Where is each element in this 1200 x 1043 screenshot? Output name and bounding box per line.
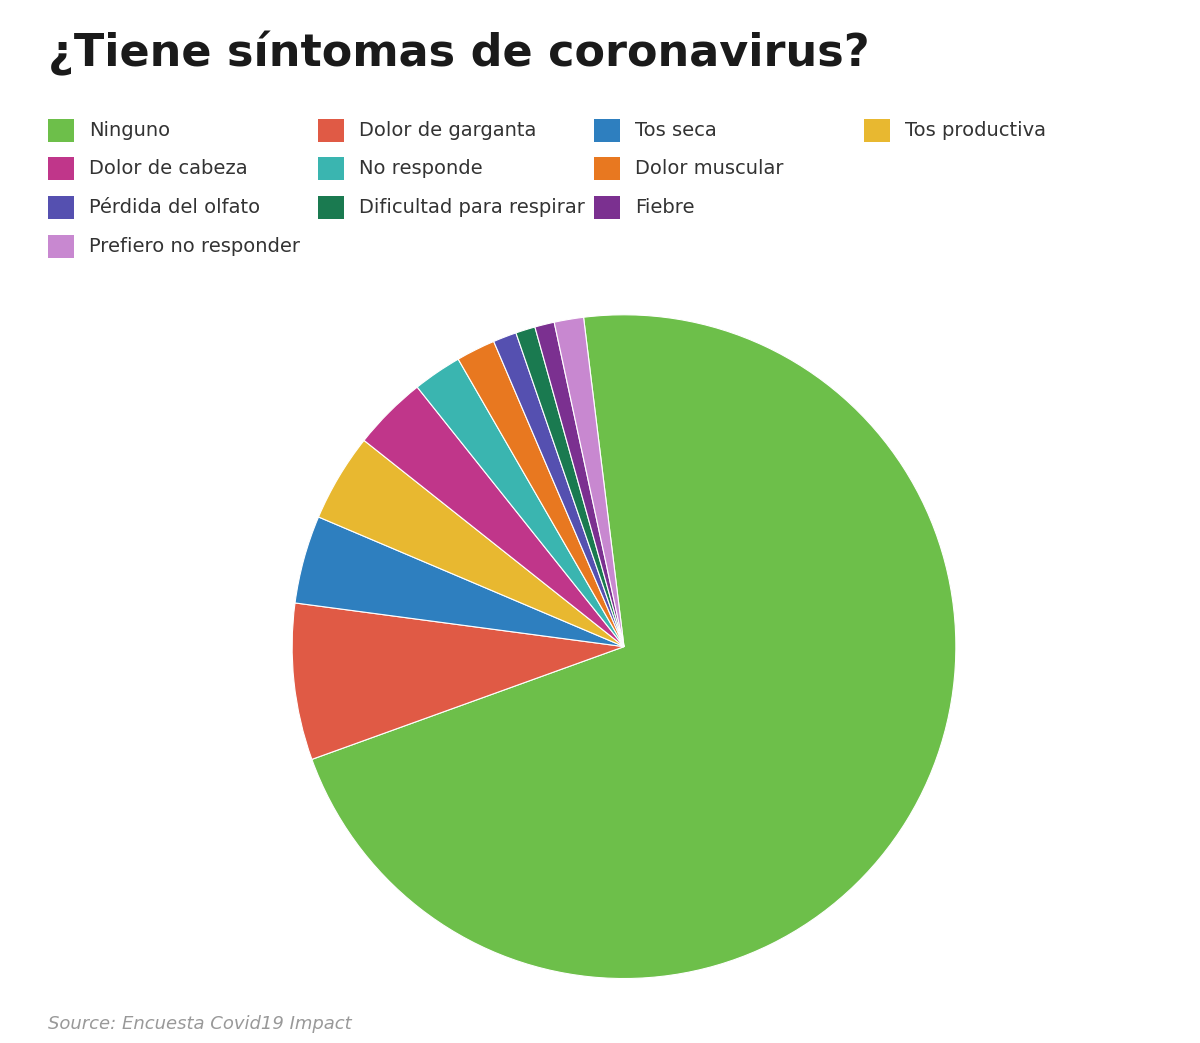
Text: ¿Tiene síntomas de coronavirus?: ¿Tiene síntomas de coronavirus? xyxy=(48,31,870,76)
Text: Dolor de cabeza: Dolor de cabeza xyxy=(89,160,247,178)
Text: Source: Encuesta Covid19 Impact: Source: Encuesta Covid19 Impact xyxy=(48,1015,352,1033)
Wedge shape xyxy=(554,317,624,647)
Wedge shape xyxy=(364,387,624,647)
Wedge shape xyxy=(418,359,624,647)
Wedge shape xyxy=(295,517,624,647)
Text: Fiebre: Fiebre xyxy=(635,198,695,217)
Wedge shape xyxy=(292,603,624,759)
Wedge shape xyxy=(493,333,624,647)
Wedge shape xyxy=(535,322,624,647)
Wedge shape xyxy=(516,326,624,647)
Text: No responde: No responde xyxy=(359,160,482,178)
Text: Pérdida del olfato: Pérdida del olfato xyxy=(89,198,260,217)
Text: Dificultad para respirar: Dificultad para respirar xyxy=(359,198,584,217)
Text: Tos seca: Tos seca xyxy=(635,121,716,140)
Text: Ninguno: Ninguno xyxy=(89,121,170,140)
Text: Prefiero no responder: Prefiero no responder xyxy=(89,237,300,256)
Text: Dolor de garganta: Dolor de garganta xyxy=(359,121,536,140)
Wedge shape xyxy=(312,315,956,978)
Text: Dolor muscular: Dolor muscular xyxy=(635,160,784,178)
Wedge shape xyxy=(458,341,624,647)
Wedge shape xyxy=(318,440,624,647)
Text: Tos productiva: Tos productiva xyxy=(905,121,1046,140)
